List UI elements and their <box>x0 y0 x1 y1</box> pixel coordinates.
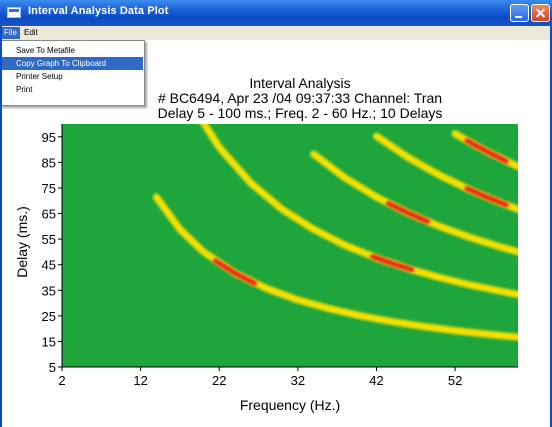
band-peak-3 <box>385 200 431 225</box>
x-axis-label: Frequency (Hz.) <box>240 397 340 413</box>
band-1 <box>152 193 518 341</box>
band-peak-2 <box>370 254 415 273</box>
y-axis-label: Delay (ms.) <box>14 206 30 278</box>
y-tick-label: 75 <box>42 181 56 196</box>
chart-title: Interval Analysis <box>249 75 350 91</box>
band-peak-1 <box>212 258 258 286</box>
plot-area <box>62 124 518 367</box>
close-button[interactable] <box>531 4 550 22</box>
x-tick-label: 32 <box>291 373 305 388</box>
band-peak-4 <box>464 186 509 208</box>
menu-item-print[interactable]: Print <box>16 85 33 94</box>
minimize-button[interactable] <box>510 4 529 22</box>
y-tick-label: 15 <box>42 334 56 349</box>
chart-subtitle-1: # BC6494, Apr 23 /04 09:37:33 Channel: T… <box>158 90 442 106</box>
x-tick-label: 22 <box>212 373 226 388</box>
window-title: Interval Analysis Data Plot <box>28 5 169 17</box>
y-tick-label: 65 <box>42 207 56 222</box>
band-peak-5 <box>464 138 509 164</box>
app-icon <box>7 7 21 18</box>
y-tick-label: 5 <box>49 360 56 375</box>
x-tick-label: 2 <box>58 373 65 388</box>
y-tick-label: 35 <box>42 283 56 298</box>
menu-item-copy-graph[interactable]: Copy Graph To Clipboard <box>2 57 143 70</box>
chart-area: Interval Analysis # BC6494, Apr 23 /04 0… <box>0 40 552 427</box>
y-tick-label: 85 <box>42 155 56 170</box>
menu-item-printer-setup[interactable]: Printer Setup <box>16 72 63 81</box>
x-tick-label: 42 <box>369 373 383 388</box>
x-tick-label: 52 <box>448 373 462 388</box>
y-tick-label: 45 <box>42 258 56 273</box>
window-border-left <box>0 26 2 427</box>
chart-subtitle-2: Delay 5 - 100 ms.; Freq. 2 - 60 Hz.; 10 … <box>158 105 443 121</box>
band-2 <box>200 124 518 298</box>
y-tick-label: 55 <box>42 232 56 247</box>
window-border-right <box>550 26 552 427</box>
file-menu-dropdown: Save To Metafile Copy Graph To Clipboard… <box>0 40 145 106</box>
y-tick-label: 25 <box>42 309 56 324</box>
axes: 5 15 25 35 45 55 65 75 85 95 2 12 22 32 42 52 <box>42 124 518 388</box>
menu-bar: File Edit <box>0 26 552 40</box>
title-bar[interactable]: Interval Analysis Data Plot <box>0 0 552 26</box>
y-tick-label: 95 <box>42 130 56 145</box>
menu-item-save-metafile[interactable]: Save To Metafile <box>16 46 75 55</box>
x-tick-label: 12 <box>133 373 147 388</box>
menu-edit[interactable]: Edit <box>24 28 38 37</box>
menu-file[interactable]: File <box>1 27 20 39</box>
